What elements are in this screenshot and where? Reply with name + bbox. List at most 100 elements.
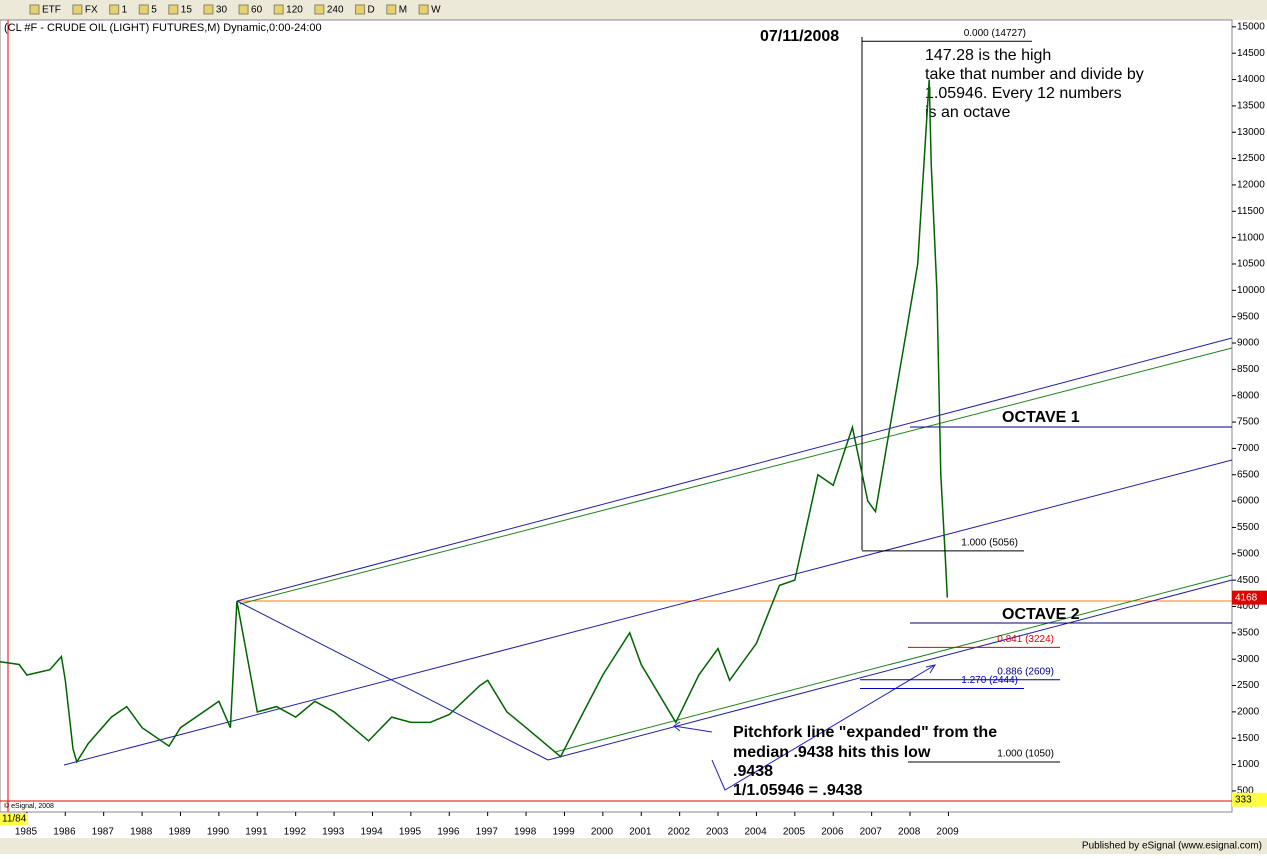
x-tick-label: 2007: [860, 827, 883, 838]
y-tick-label: 13000: [1237, 127, 1265, 138]
x-tick-label: 2003: [706, 827, 729, 838]
octave-label: OCTAVE 2: [1002, 606, 1080, 623]
x-tick-label: 1987: [92, 827, 115, 838]
toolbar-icon: [238, 4, 249, 15]
toolbar-button[interactable]: W: [431, 5, 441, 16]
x-tick-label: 2006: [821, 827, 844, 838]
toolbar-icon: [314, 4, 325, 15]
toolbar-button[interactable]: 30: [216, 5, 228, 16]
x-tick-label: 1989: [168, 827, 191, 838]
price-line: [0, 79, 949, 764]
y-tick-label: 8500: [1237, 364, 1260, 375]
toolbar-button[interactable]: D: [368, 5, 375, 16]
y-tick-label: 2500: [1237, 680, 1260, 691]
copyright: © eSignal, 2008: [4, 802, 54, 810]
y-tick-label: 2000: [1237, 707, 1260, 718]
x-tick-label: 1999: [552, 827, 575, 838]
toolbar-button[interactable]: FX: [85, 5, 98, 16]
toolbar-button[interactable]: 1: [122, 5, 128, 16]
toolbar-icon: [138, 4, 149, 15]
last-price-label: 4168: [1235, 592, 1258, 603]
toolbar-button[interactable]: 15: [181, 5, 193, 16]
x-tick-label: 2008: [898, 827, 921, 838]
footer-bar: [0, 838, 1267, 854]
toolbar-icon: [203, 4, 214, 15]
y-tick-label: 11500: [1237, 206, 1265, 217]
toolbar-button[interactable]: 60: [251, 5, 263, 16]
note-line: take that number and divide by: [925, 66, 1144, 83]
low-price-label: 333: [1235, 794, 1252, 805]
y-tick-label: 12000: [1237, 180, 1265, 191]
pitchfork-note: Pitchfork line "expanded" from the: [733, 724, 997, 741]
x-tick-label: 2000: [591, 827, 614, 838]
toolbar-icon: [72, 4, 83, 15]
toolbar-button[interactable]: 240: [327, 5, 344, 16]
date-annotation: 07/11/2008: [760, 28, 839, 45]
toolbar-button[interactable]: 120: [286, 5, 303, 16]
arrow-head: [673, 721, 681, 732]
y-tick-label: 11000: [1237, 232, 1265, 243]
y-tick-label: 10000: [1237, 285, 1265, 296]
x-tick-label: 1990: [207, 827, 230, 838]
toolbar-icon: [355, 4, 366, 15]
x-tick-label: 1991: [245, 827, 268, 838]
x-tick-label: 2009: [936, 827, 959, 838]
y-tick-label: 7500: [1237, 417, 1260, 428]
fork-lower: [547, 579, 1233, 761]
start-date: 11/84: [2, 814, 27, 825]
y-tick-label: 6000: [1237, 496, 1260, 507]
x-tick-label: 2004: [744, 827, 767, 838]
toolbar-button[interactable]: 5: [151, 5, 157, 16]
chart-title: (CL #F - CRUDE OIL (LIGHT) FUTURES,M) Dy…: [4, 22, 322, 34]
toolbar-icon: [29, 4, 40, 15]
toolbar-button[interactable]: M: [399, 5, 407, 16]
y-tick-label: 9000: [1237, 338, 1260, 349]
footer: Published by eSignal (www.esignal.com): [1082, 841, 1262, 852]
fork-upper: [236, 337, 1233, 602]
y-tick-label: 8000: [1237, 390, 1260, 401]
pitchfork-note: 1/1.05946 = .9438: [733, 782, 863, 799]
last-price-box: [1232, 590, 1267, 605]
start-date-box: [0, 813, 28, 825]
x-tick-label: 1997: [476, 827, 499, 838]
x-tick-label: 1994: [360, 827, 383, 838]
y-tick-label: 3500: [1237, 627, 1260, 638]
toolbar-icon: [273, 4, 284, 15]
toolbar-icon: [386, 4, 397, 15]
fib-label: 0.841 (3224): [997, 634, 1054, 645]
y-tick-label: 500: [1237, 786, 1254, 797]
y-tick-label: 14000: [1237, 74, 1265, 85]
x-tick-label: 1988: [130, 827, 153, 838]
toolbar-icon: [168, 4, 179, 15]
toolbar-icon: [418, 4, 429, 15]
note-line: 147.28 is the high: [925, 47, 1051, 64]
arrow-head: [925, 664, 937, 674]
x-tick-label: 2005: [783, 827, 806, 838]
y-tick-label: 6500: [1237, 469, 1260, 480]
y-tick-label: 7000: [1237, 443, 1260, 454]
y-tick-label: 10500: [1237, 259, 1265, 270]
pitchfork-note: median .9438 hits this low: [733, 744, 931, 761]
x-tick-label: 2002: [668, 827, 691, 838]
x-tick-label: 1992: [284, 827, 307, 838]
y-tick-label: 13500: [1237, 101, 1265, 112]
fib-label: 1.000 (1050): [997, 749, 1054, 760]
fork-median: [63, 459, 1233, 766]
y-tick-label: 9500: [1237, 311, 1260, 322]
toolbar-icon: [109, 4, 120, 15]
y-tick-label: 3000: [1237, 654, 1260, 665]
y-tick-label: 12500: [1237, 153, 1265, 164]
y-tick-label: 4000: [1237, 601, 1260, 612]
x-tick-label: 1986: [53, 827, 76, 838]
toolbar-button[interactable]: ETF: [42, 5, 61, 16]
fib-label: 1.270 (2444): [961, 675, 1018, 686]
x-tick-label: 1998: [514, 827, 537, 838]
pitchfork-note: .9438: [733, 763, 773, 780]
y-tick-label: 1000: [1237, 759, 1260, 770]
toolbar-items: ETF FX 1 5 15 30 60 120 240 D M W: [29, 4, 441, 16]
x-tick-label: 1996: [437, 827, 460, 838]
fork-lower-green: [554, 574, 1233, 753]
x-tick-label: 1995: [399, 827, 422, 838]
